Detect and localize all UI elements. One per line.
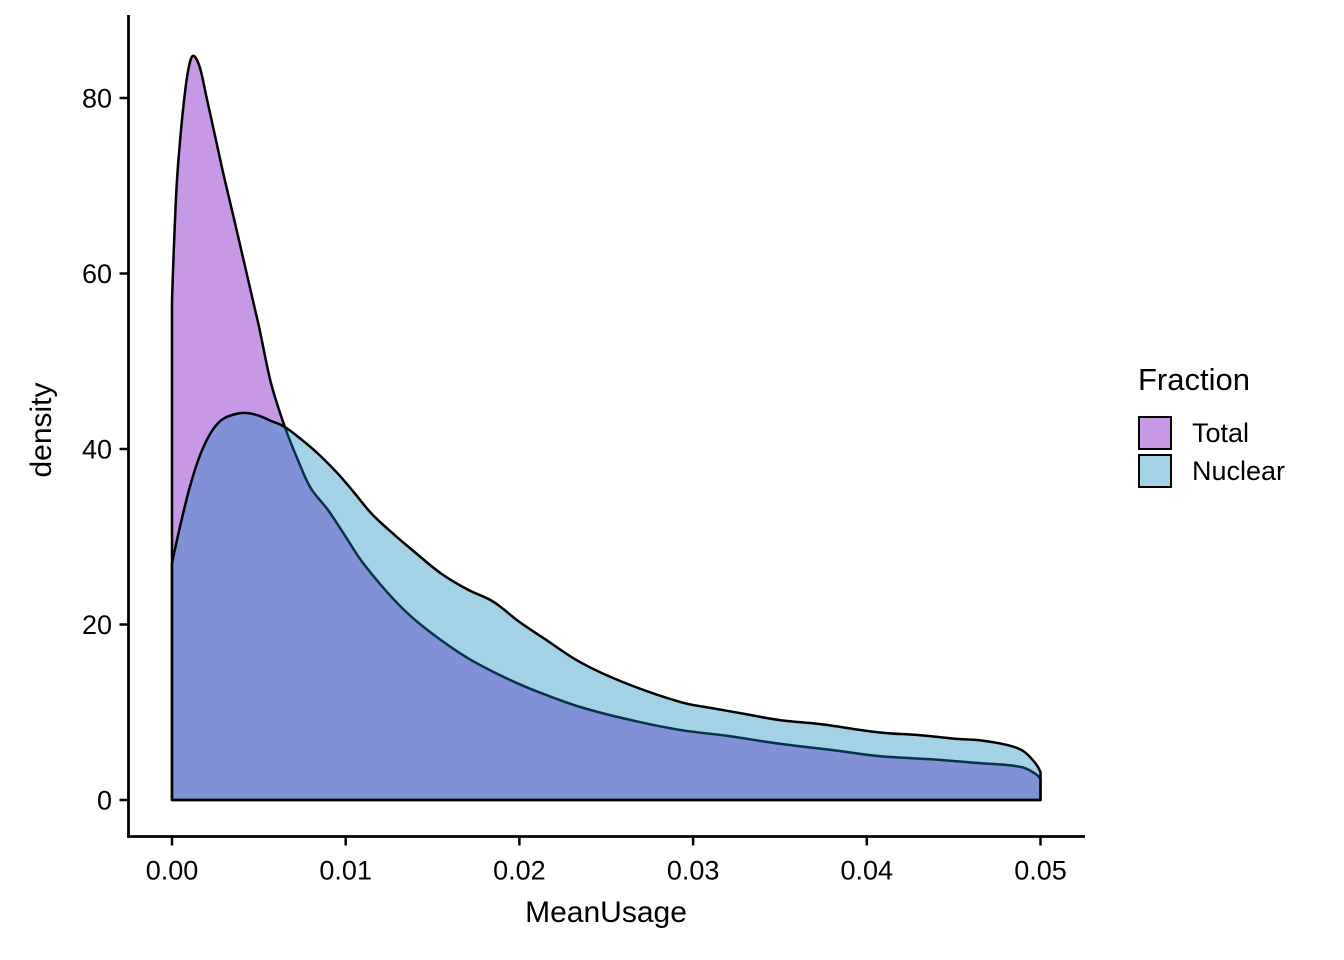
x-tick-label-0.04: 0.04 xyxy=(841,856,894,886)
y-axis-title: density xyxy=(25,382,58,478)
y-tick-label-20: 20 xyxy=(82,610,112,640)
y-tick-label-60: 60 xyxy=(82,259,112,289)
total-density-area xyxy=(170,54,1042,802)
legend-swatch-total xyxy=(1138,416,1172,450)
x-tick-label-0.00: 0.00 xyxy=(146,856,199,886)
legend-item-total: Total xyxy=(1138,414,1285,452)
x-axis-title: MeanUsage xyxy=(525,896,687,929)
x-tick-label-0.01: 0.01 xyxy=(319,856,372,886)
x-tick-label-0.03: 0.03 xyxy=(667,856,720,886)
y-tick-label-0: 0 xyxy=(97,786,112,816)
legend-item-nuclear: Nuclear xyxy=(1138,452,1285,490)
legend-label-total: Total xyxy=(1192,417,1250,448)
nuclear-density-area xyxy=(170,411,1042,802)
legend: Fraction Total Nuclear xyxy=(1138,362,1285,490)
legend-title: Fraction xyxy=(1138,362,1250,397)
legend-label-nuclear: Nuclear xyxy=(1192,455,1286,486)
y-tick-label-80: 80 xyxy=(82,84,112,114)
y-tick-label-40: 40 xyxy=(82,435,112,465)
legend-swatch-nuclear xyxy=(1138,454,1172,488)
x-tick-label-0.05: 0.05 xyxy=(1014,856,1067,886)
x-tick-label-0.02: 0.02 xyxy=(493,856,546,886)
